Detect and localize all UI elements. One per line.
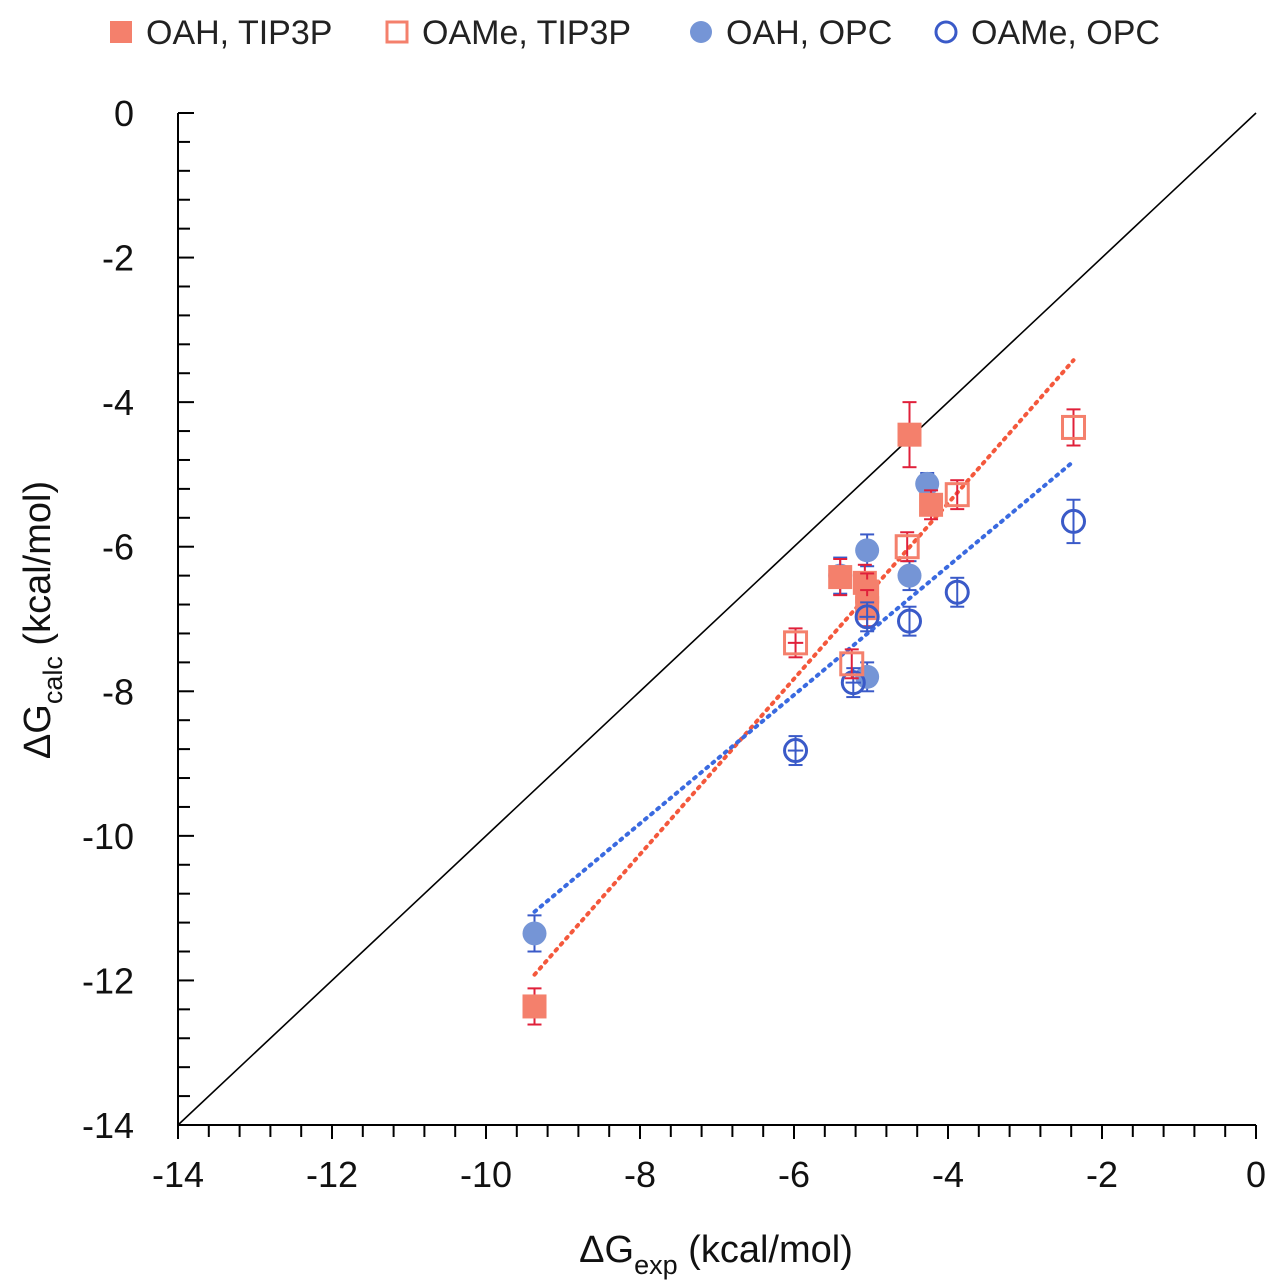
- data-point: [894, 531, 920, 563]
- marker-square: [919, 492, 944, 517]
- y-tick-label: -12: [82, 960, 134, 1001]
- marker-open-circle: [783, 738, 809, 764]
- axes: [177, 113, 1256, 1126]
- legend-entry: OAMe, TIP3P: [385, 14, 631, 52]
- marker-open-square: [783, 630, 809, 656]
- marker-open-square: [894, 534, 920, 560]
- data-point: [1061, 498, 1087, 545]
- marker-square: [828, 565, 853, 590]
- x-tick-label: -6: [778, 1154, 810, 1195]
- data-point: [1061, 408, 1087, 447]
- legend-marker: [934, 20, 958, 44]
- data-points: [522, 401, 1087, 1026]
- ticks: -14 -12 -10 -8 -6 -4 -2 0 0 -2 -4 -6 -8 -10 -12 -14: [82, 93, 1266, 1195]
- x-tick-label: -14: [152, 1154, 204, 1195]
- legend-marker: [110, 21, 132, 43]
- data-point: [522, 987, 547, 1026]
- x-axis-title-main: ΔG: [579, 1229, 634, 1271]
- data-point: [919, 489, 944, 521]
- legend-label: OAMe, OPC: [971, 14, 1160, 52]
- y-axis-title: ΔGcalc (kcal/mol): [17, 481, 68, 759]
- marker-circle: [897, 563, 922, 588]
- marker-open-square: [944, 482, 970, 508]
- legend-label: OAMe, TIP3P: [422, 14, 631, 52]
- marker-open-square: [839, 651, 865, 677]
- y-tick-label: -4: [102, 382, 134, 423]
- y-axis-title-unit: (kcal/mol): [17, 481, 59, 656]
- identity-line: [177, 112, 1257, 1126]
- marker-circle: [855, 538, 880, 563]
- trendline: [532, 358, 1076, 977]
- x-axis-title-sub: exp: [634, 1250, 678, 1280]
- data-point: [855, 661, 880, 693]
- legend-marker: [385, 20, 409, 44]
- y-tick-label: 0: [114, 93, 134, 134]
- y-axis-title-main: ΔG: [17, 704, 59, 759]
- data-point: [783, 735, 809, 767]
- data-point: [840, 667, 866, 699]
- data-point: [944, 479, 970, 511]
- marker-square: [522, 994, 547, 1019]
- data-point: [828, 558, 853, 597]
- identity-line-layer: [177, 112, 1257, 1126]
- data-point: [855, 533, 880, 568]
- legend-entry: OAH, TIP3P: [110, 14, 332, 52]
- y-tick-label: -14: [82, 1105, 134, 1146]
- y-tick-label: -6: [102, 527, 134, 568]
- y-tick-label: -10: [82, 816, 134, 857]
- data-point: [522, 914, 547, 953]
- data-point: [839, 648, 865, 680]
- marker-open-circle: [854, 604, 880, 630]
- y-tick-label: -8: [102, 671, 134, 712]
- marker-square: [897, 422, 922, 447]
- legend-marker: [690, 21, 712, 43]
- marker-circle: [522, 921, 547, 946]
- data-point: [897, 605, 922, 637]
- data-point: [915, 471, 940, 496]
- x-tick-label: 0: [1246, 1154, 1266, 1195]
- legend-label: OAH, TIP3P: [146, 14, 332, 52]
- x-axis-title: ΔGexp (kcal/mol): [579, 1229, 853, 1280]
- data-point: [944, 576, 970, 608]
- marker-circle: [915, 471, 940, 496]
- legend-label: OAH, OPC: [726, 14, 892, 52]
- marker-open-circle: [897, 608, 922, 634]
- marker-open-circle: [1061, 508, 1087, 534]
- legend: OAH, TIP3P OAMe, TIP3P OAH, OPC OAMe, OPC: [110, 14, 1160, 52]
- x-tick-label: -4: [932, 1154, 964, 1195]
- marker-open-circle: [944, 579, 970, 605]
- legend-entry: OAH, OPC: [690, 14, 892, 52]
- x-tick-label: -10: [460, 1154, 512, 1195]
- y-tick-label: -2: [102, 238, 134, 279]
- x-tick-label: -2: [1086, 1154, 1118, 1195]
- x-axis-title-unit: (kcal/mol): [678, 1229, 853, 1271]
- marker-circle: [855, 664, 880, 689]
- data-point: [854, 601, 880, 633]
- trendline: [532, 459, 1076, 914]
- data-point: [897, 401, 922, 469]
- data-point: [897, 560, 922, 592]
- x-tick-label: -8: [624, 1154, 656, 1195]
- x-tick-label: -12: [306, 1154, 358, 1195]
- y-axis-title-sub: calc: [38, 656, 68, 704]
- trendlines: [532, 358, 1076, 977]
- marker-open-circle: [840, 670, 866, 696]
- data-point: [783, 627, 809, 659]
- legend-entry: OAMe, OPC: [934, 14, 1160, 52]
- marker-open-square: [1061, 414, 1087, 440]
